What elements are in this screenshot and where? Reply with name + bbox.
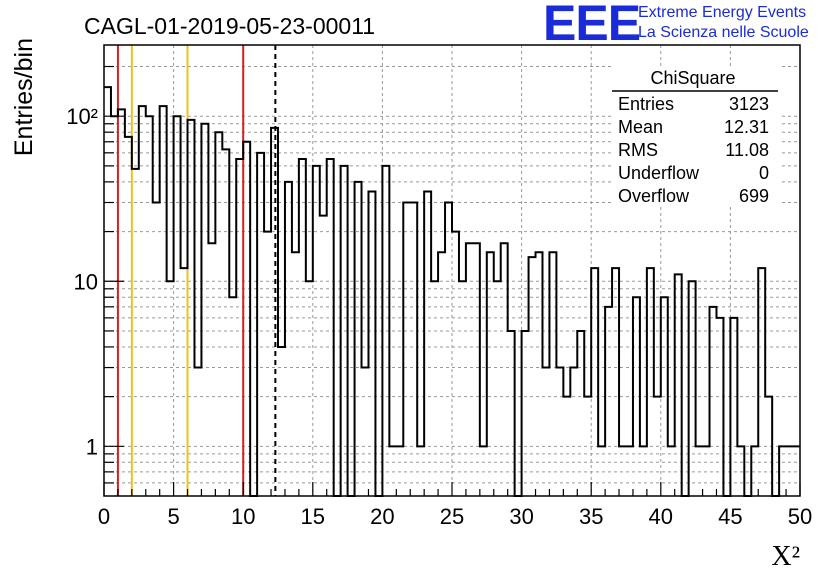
histogram-outline: [104, 86, 800, 497]
x-tick-label: 25: [440, 504, 464, 529]
stats-row-value: 12.31: [724, 117, 769, 137]
eee-logo-line1: Extreme Energy Events: [638, 4, 807, 21]
y-tick-label: 1: [86, 434, 98, 459]
reference-lines: [116, 45, 277, 496]
eee-logo-line2: La Scienza nelle Scuole: [638, 24, 809, 41]
x-tick-labels: 0 5 10 15 20 25 30 35 40 45 50: [98, 504, 812, 529]
x-tick-label: 30: [509, 504, 533, 529]
stats-row-label: Overflow: [618, 186, 690, 206]
stats-box-title: ChiSquare: [650, 68, 735, 88]
y-tick-label: 10²: [66, 104, 98, 129]
y-tick-labels: 1 10 10²: [66, 104, 98, 459]
stats-rows: Entries 3123 Mean 12.31 RMS 11.08 Underflow 0 Ov…: [618, 94, 769, 206]
x-tick-label: 45: [718, 504, 742, 529]
stats-row-label: RMS: [618, 140, 658, 160]
x-tick-label: 15: [301, 504, 325, 529]
x-axis-title: X²: [771, 541, 800, 572]
axis-ticks: [103, 65, 801, 496]
stats-row-value: 11.08: [725, 140, 769, 160]
y-tick-label: 10: [74, 269, 98, 294]
y-axis-title: Entries/bin: [10, 38, 38, 156]
x-tick-label: 5: [167, 504, 179, 529]
x-tick-label: 10: [231, 504, 255, 529]
stats-row-value: 0: [759, 163, 769, 183]
run-title: CAGL-01-2019-05-23-00011: [84, 13, 375, 39]
eee-logo: EEE: [543, 0, 641, 51]
stats-row-label: Entries: [618, 94, 674, 114]
x-tick-label: 0: [98, 504, 110, 529]
stats-row-label: Mean: [618, 117, 663, 137]
stats-row-value: 699: [739, 186, 769, 206]
x-tick-label: 40: [649, 504, 673, 529]
stats-row-label: Underflow: [618, 163, 700, 183]
stats-row-value: 3123: [729, 94, 769, 114]
x-tick-label: 50: [788, 504, 812, 529]
stats-box-background: [612, 66, 782, 206]
x-tick-label: 35: [579, 504, 603, 529]
stats-box: ChiSquare Entries 3123 Mean 12.31 RMS 11.08 Un…: [612, 66, 782, 206]
x-tick-label: 20: [370, 504, 394, 529]
